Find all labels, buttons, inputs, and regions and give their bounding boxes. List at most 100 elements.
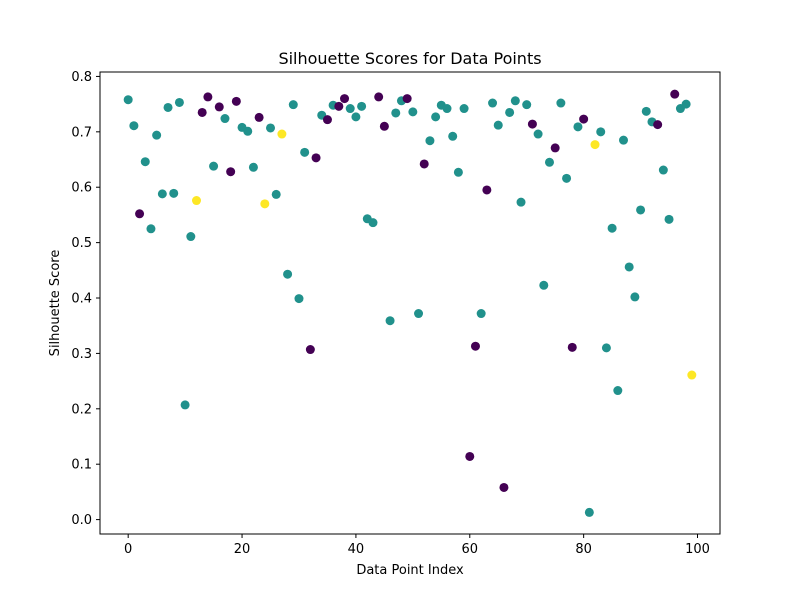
data-point <box>174 97 184 107</box>
data-point <box>533 129 543 139</box>
data-point <box>294 294 304 304</box>
data-point <box>419 159 429 169</box>
x-tick-label: 20 <box>234 542 251 557</box>
data-point <box>197 107 207 117</box>
data-point <box>641 106 651 116</box>
data-point <box>368 218 378 228</box>
data-point <box>408 107 418 117</box>
ticks-layer: 0 20 40 60 80 100 0.0 0.1 0.2 0.3 0.4 0.5 0.6 0.7 0.8 <box>71 70 710 557</box>
data-point <box>539 280 549 290</box>
data-point <box>476 309 486 319</box>
data-point <box>379 121 389 131</box>
y-tick-label: 0.0 <box>71 513 92 528</box>
x-tick-label: 0 <box>124 542 132 557</box>
data-point <box>351 112 361 122</box>
points-layer <box>123 89 697 517</box>
data-point <box>601 343 611 353</box>
data-point <box>670 89 680 99</box>
y-tick-label: 0.6 <box>71 181 92 196</box>
data-point <box>510 96 520 106</box>
data-point <box>340 94 350 104</box>
data-point <box>271 189 281 199</box>
data-point <box>214 102 224 112</box>
chart-title: Silhouette Scores for Data Points <box>278 49 541 68</box>
data-point <box>630 292 640 302</box>
data-point <box>391 108 401 118</box>
y-tick-label: 0.1 <box>71 458 92 473</box>
data-point <box>192 196 201 206</box>
x-tick-label: 60 <box>462 542 479 557</box>
data-point <box>283 269 293 279</box>
data-point <box>488 98 498 108</box>
y-tick-label: 0.5 <box>71 236 92 251</box>
plot-frame <box>99 71 721 535</box>
data-point <box>567 342 577 352</box>
x-tick-label: 100 <box>685 542 710 557</box>
data-point <box>607 223 617 233</box>
data-point <box>266 123 276 133</box>
data-point <box>243 126 253 136</box>
data-point <box>442 104 452 114</box>
data-point <box>687 370 697 380</box>
data-point <box>499 482 509 492</box>
y-tick-label: 0.7 <box>71 125 92 140</box>
data-point <box>300 147 310 157</box>
data-point <box>163 102 173 112</box>
data-point <box>664 214 674 224</box>
data-point <box>152 130 162 140</box>
data-point <box>562 173 572 183</box>
data-point <box>305 345 315 355</box>
data-point <box>248 162 258 172</box>
data-point <box>465 451 475 461</box>
data-point <box>573 122 583 132</box>
data-point <box>658 165 668 175</box>
x-tick-label: 40 <box>348 542 365 557</box>
data-point <box>135 209 145 219</box>
data-point <box>203 92 213 102</box>
data-point <box>220 114 230 124</box>
data-point <box>653 120 663 130</box>
data-point <box>579 114 589 124</box>
data-point <box>209 161 219 171</box>
y-tick-label: 0.3 <box>71 347 92 362</box>
data-point <box>482 185 492 195</box>
data-point <box>448 131 458 141</box>
data-point <box>590 140 600 150</box>
data-point <box>493 120 503 130</box>
data-point <box>277 129 287 139</box>
data-point <box>186 232 196 242</box>
data-point <box>505 107 515 117</box>
data-point <box>385 316 395 326</box>
y-tick-label: 0.8 <box>71 70 92 85</box>
y-axis-title: Silhouette Score <box>48 250 63 357</box>
data-point <box>470 341 480 351</box>
data-point <box>414 309 424 319</box>
data-point <box>425 136 435 146</box>
data-point <box>624 262 634 272</box>
data-point <box>123 95 133 105</box>
data-point <box>288 100 298 110</box>
data-point <box>254 112 264 122</box>
data-point <box>140 157 150 167</box>
data-point <box>453 167 463 177</box>
data-point <box>550 143 560 153</box>
data-point <box>231 96 241 106</box>
data-point <box>613 386 623 396</box>
data-point <box>681 99 691 109</box>
data-point <box>374 92 384 102</box>
data-point <box>322 115 332 125</box>
x-axis-title: Data Point Index <box>356 563 464 578</box>
data-point <box>334 101 344 111</box>
data-point <box>345 104 355 114</box>
data-point <box>584 507 594 517</box>
data-point <box>226 167 236 177</box>
data-point <box>180 400 190 410</box>
data-point <box>544 157 554 167</box>
data-point <box>146 224 156 234</box>
data-point <box>169 188 179 198</box>
data-point <box>522 100 532 110</box>
data-point <box>402 94 412 104</box>
